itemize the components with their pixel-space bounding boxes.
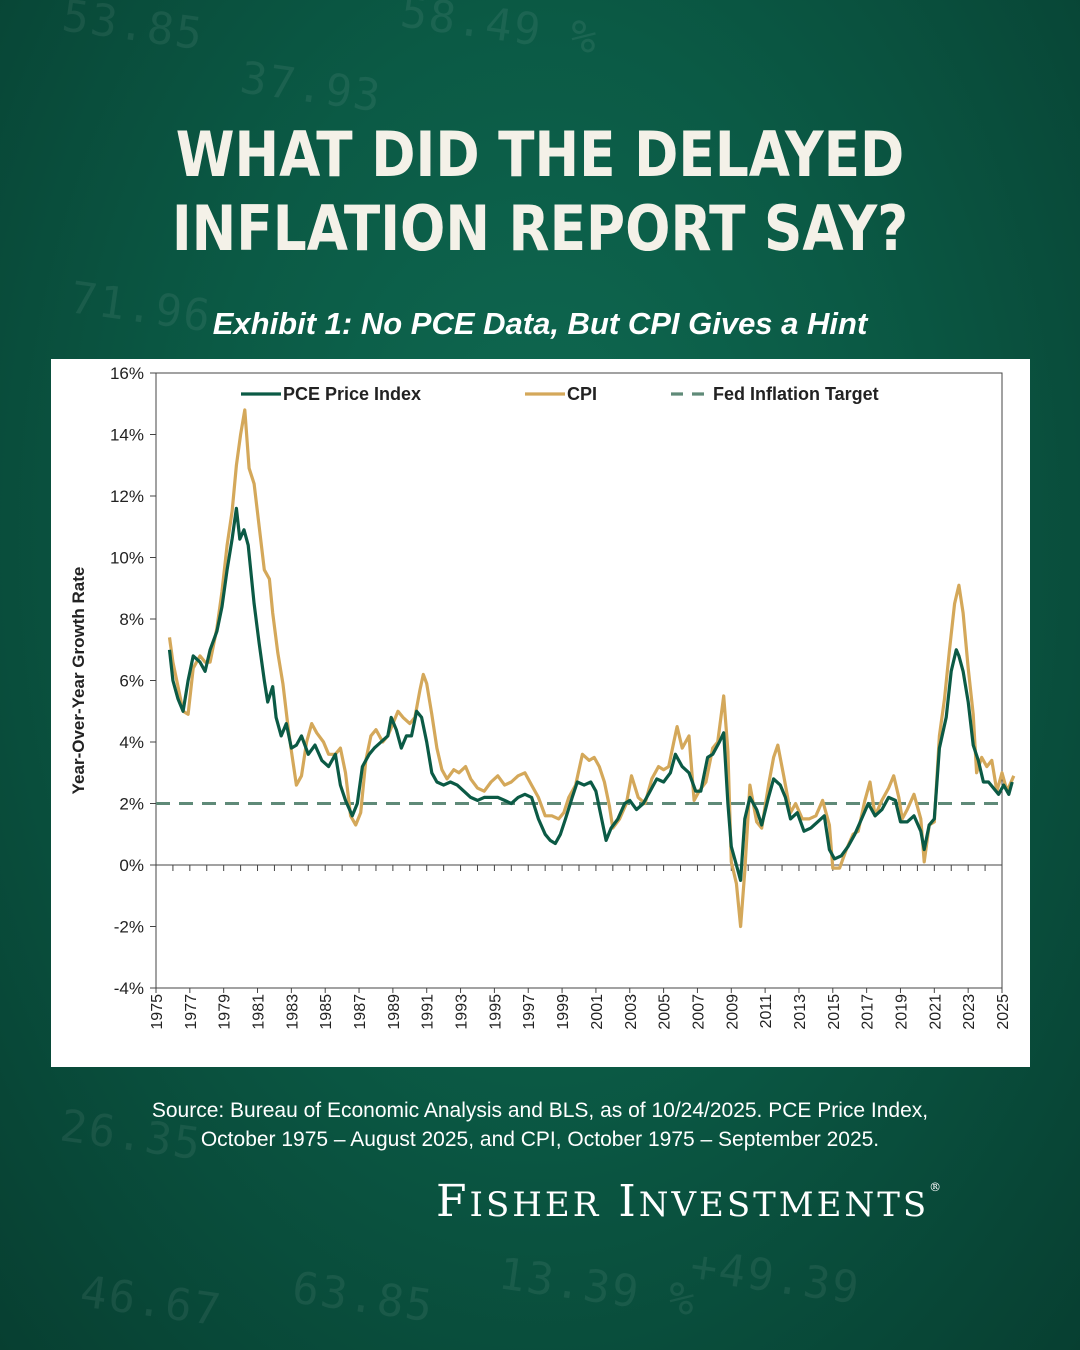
registered-mark: ® [929, 1180, 942, 1194]
background-figure: 37.93 [237, 52, 386, 123]
x-tick-label: 2021 [927, 994, 944, 1030]
headline-line-1: WHAT DID THE DELAYED [175, 118, 905, 191]
y-tick-label: 12% [110, 487, 144, 506]
x-tick-label: 2007 [690, 994, 707, 1030]
x-tick-label: 2015 [826, 994, 843, 1030]
y-tick-label: 10% [110, 549, 144, 568]
background-figure: 53.85 [59, 0, 208, 61]
x-tick-label: 1989 [386, 994, 403, 1030]
y-tick-label: 2% [119, 795, 144, 814]
x-tick-label: 2003 [623, 994, 640, 1030]
x-tick-label: 1999 [555, 994, 572, 1030]
x-tick-label: 1995 [487, 994, 504, 1030]
logo-word: NVESTMENTS [638, 1185, 930, 1225]
y-tick-label: 14% [110, 426, 144, 445]
x-tick-label: 1987 [352, 994, 369, 1030]
x-tick-label: 1991 [420, 994, 437, 1030]
x-tick-label: 2001 [589, 994, 606, 1030]
background-figure: 13.39 % [495, 1248, 701, 1327]
source-line-2: October 1975 – August 2025, and CPI, Oct… [200, 1128, 880, 1151]
y-tick-label: -4% [114, 979, 144, 998]
inflation-line-chart: -4% -2% 0% 2% 4% 6% 8% 10% 12% 14% 16% 1975 1977 1979… [69, 364, 1016, 1030]
x-tick-label: 1993 [454, 994, 471, 1030]
fisher-investments-logo: FISHER INVESTMENTS® [436, 1176, 996, 1227]
y-tick-label: 16% [110, 364, 144, 383]
x-tick-label: 1977 [183, 994, 200, 1030]
y-axis-title: Year-Over-Year Growth Rate [69, 567, 88, 795]
chart-panel: -4% -2% 0% 2% 4% 6% 8% 10% 12% 14% 16% 1975 1977 1979… [51, 359, 1030, 1067]
pce-series-line [167, 506, 1014, 882]
logo-word: ISHER [469, 1185, 602, 1225]
x-tick-label: 2009 [724, 994, 741, 1030]
background-figure: +49.39 [687, 1240, 864, 1315]
x-tick-label: 1979 [217, 994, 234, 1030]
legend-label: Fed Inflation Target [713, 384, 879, 404]
headline: WHAT DID THE DELAYED INFLATION REPORT SA… [76, 118, 1005, 266]
legend-label: PCE Price Index [283, 384, 421, 404]
background-figure: 58.49 % [397, 0, 603, 65]
source-line-1: Source: Bureau of Economic Analysis and … [151, 1099, 929, 1122]
background-figure: 63.85 [289, 1262, 438, 1333]
x-tick-label: 2017 [860, 994, 877, 1030]
x-tick-label: 2023 [961, 994, 978, 1030]
logo-initial: I [618, 1176, 639, 1227]
x-tick-label: 1983 [284, 994, 301, 1030]
x-tick-label: 1975 [149, 994, 166, 1030]
background-figure: 46.67 [77, 1266, 226, 1337]
exhibit-subtitle: Exhibit 1: No PCE Data, But CPI Gives a … [212, 306, 868, 341]
x-tick-label: 1985 [318, 994, 335, 1030]
x-tick-label: 2019 [893, 994, 910, 1030]
x-tick-label: 2013 [792, 994, 809, 1030]
y-tick-label: -2% [114, 918, 144, 937]
y-tick-label: 4% [119, 733, 144, 752]
x-tick-label: 2011 [758, 994, 775, 1029]
y-tick-label: 8% [119, 610, 144, 629]
source-note: Source: Bureau of Economic Analysis and … [60, 1096, 1020, 1154]
headline-line-2: INFLATION REPORT SAY? [171, 192, 909, 265]
legend-label: CPI [567, 384, 597, 404]
y-tick-label: 6% [119, 672, 144, 691]
y-tick-label: 0% [119, 856, 144, 875]
x-tick-label: 2005 [657, 994, 674, 1030]
x-tick-label: 1981 [251, 994, 268, 1030]
logo-initial: F [436, 1176, 470, 1227]
x-tick-label: 1997 [521, 994, 538, 1030]
x-tick-label: 2025 [995, 994, 1012, 1030]
cpi-series-line [167, 408, 1016, 929]
